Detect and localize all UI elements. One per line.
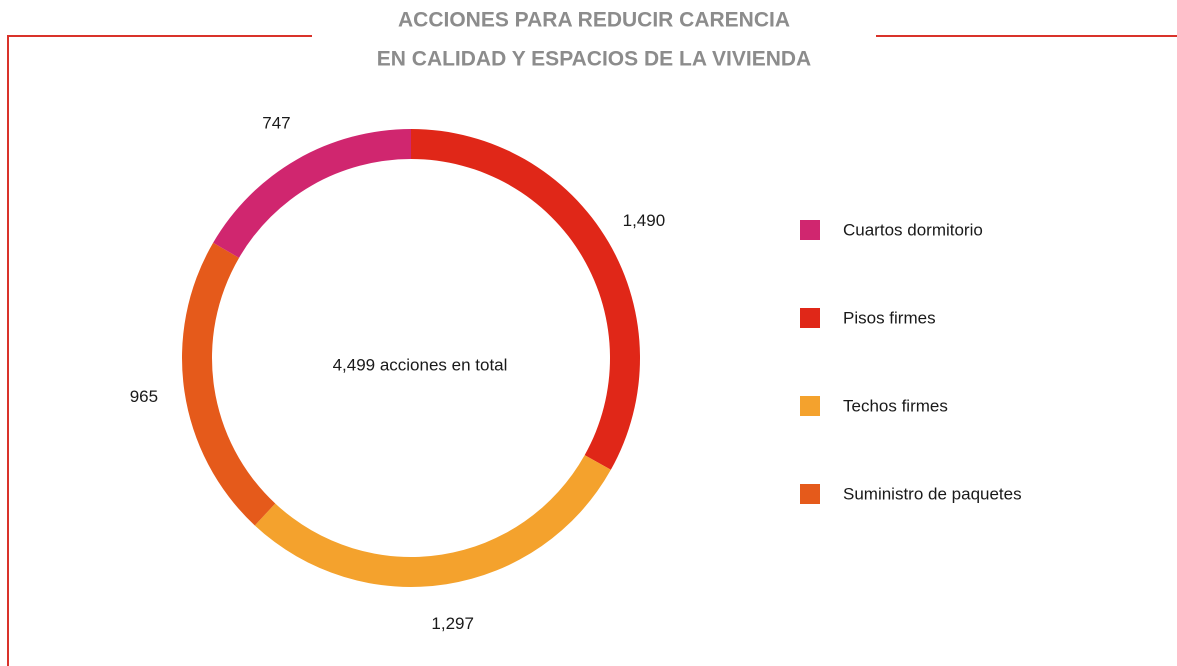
chart-title: EN CALIDAD Y ESPACIOS DE LA VIVIENDA: [377, 48, 811, 71]
legend-label: Techos firmes: [843, 396, 948, 415]
value-label: 1,490: [623, 211, 666, 230]
legend-swatch: [800, 308, 820, 328]
value-label: 747: [262, 113, 290, 132]
donut-slice: [411, 129, 640, 470]
legend-label: Cuartos dormitorio: [843, 220, 983, 239]
legend-label: Suministro de paquetes: [843, 484, 1022, 503]
legend-swatch: [800, 484, 820, 504]
chart-title: ACCIONES PARA REDUCIR CARENCIA: [398, 9, 790, 32]
frame: [7, 35, 1177, 666]
center-label: 4,499 acciones en total: [333, 355, 508, 374]
value-label: 1,297: [431, 614, 474, 633]
legend-swatch: [800, 396, 820, 416]
legend-swatch: [800, 220, 820, 240]
donut-slice: [182, 242, 276, 526]
value-label: 965: [130, 387, 158, 406]
donut-slice: [254, 455, 611, 588]
legend-label: Pisos firmes: [843, 308, 936, 327]
frame-line: [7, 35, 312, 666]
donut-slice: [213, 129, 411, 258]
